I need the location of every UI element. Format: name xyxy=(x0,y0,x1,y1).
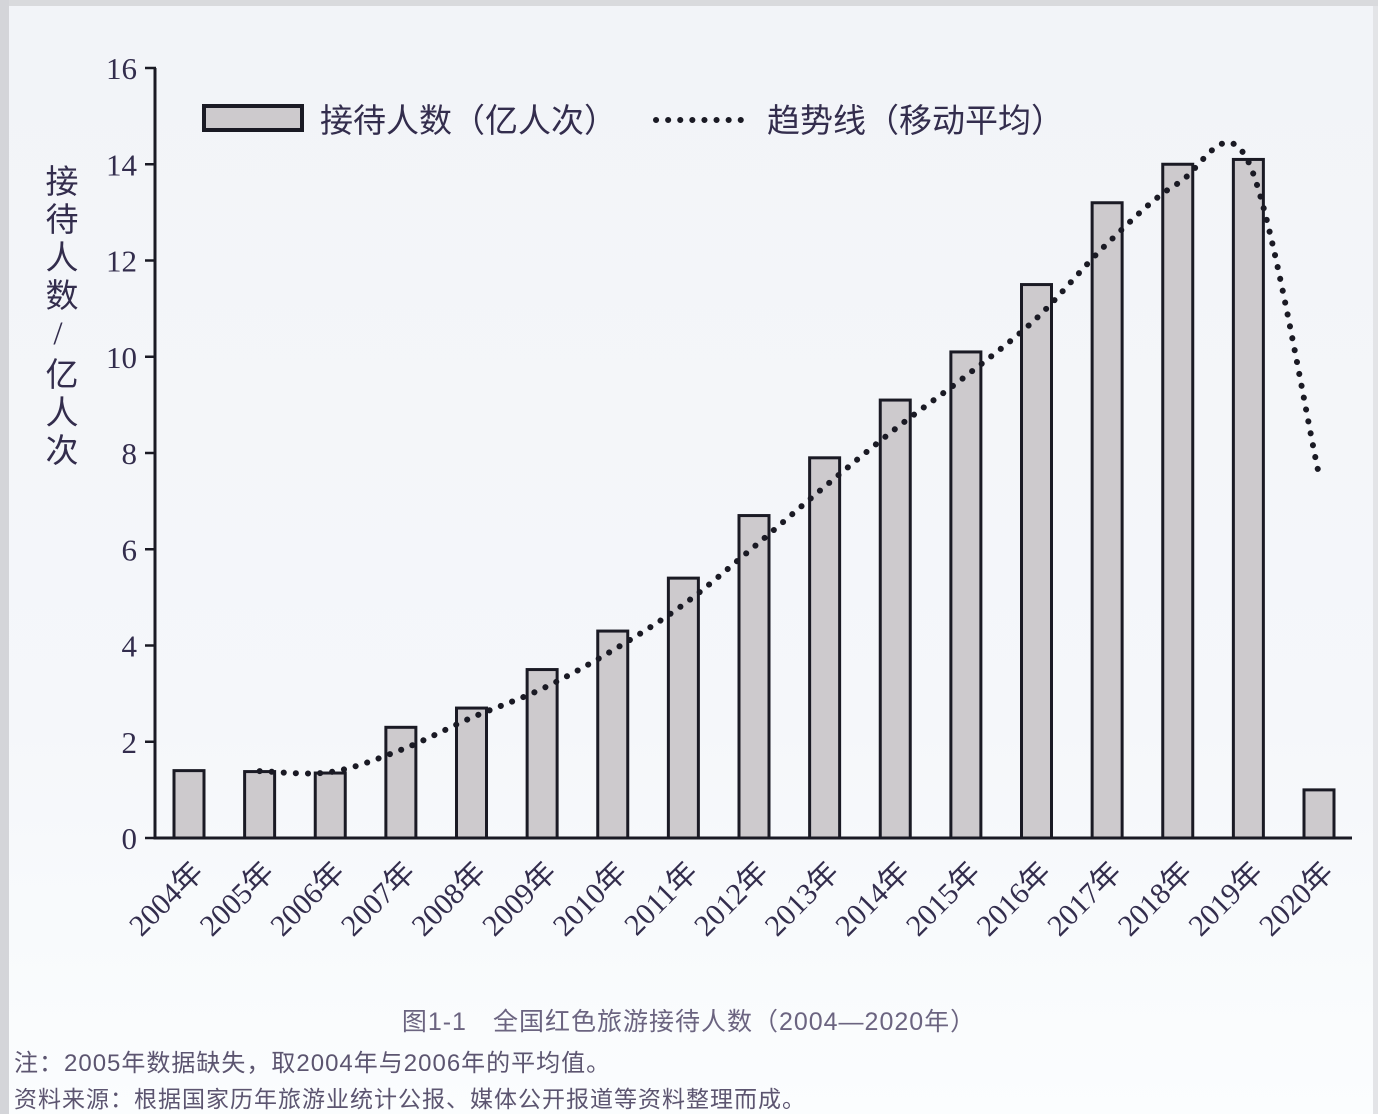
bar-2016年 xyxy=(1020,283,1053,840)
legend: 接待人数（亿人次） 趋势线（移动平均） xyxy=(202,94,1064,142)
y-tick-label-2: 2 xyxy=(122,725,138,760)
y-tick-label-16: 16 xyxy=(106,51,137,86)
bar-2019年 xyxy=(1231,157,1265,840)
x-label-2010年: 2010年 xyxy=(547,856,634,943)
y-tick-label-10: 10 xyxy=(106,340,137,375)
legend-bar-swatch xyxy=(202,104,304,132)
x-label-2016年: 2016年 xyxy=(970,856,1057,943)
bar-2009年 xyxy=(525,668,559,840)
y-tick-label-14: 14 xyxy=(106,147,138,182)
bar-2006年 xyxy=(313,771,347,840)
x-label-2020年: 2020年 xyxy=(1253,856,1340,943)
legend-trend-label: 趋势线（移动平均） xyxy=(767,104,1064,140)
x-label-2005年: 2005年 xyxy=(194,856,281,943)
x-label-2018年: 2018年 xyxy=(1112,856,1199,943)
trend-line xyxy=(256,139,1322,777)
x-label-2015年: 2015年 xyxy=(900,856,987,943)
x-label-2012年: 2012年 xyxy=(688,856,775,943)
bar-2005年 xyxy=(243,770,277,840)
bar-2018年 xyxy=(1161,162,1195,840)
bar-2014年 xyxy=(878,398,912,840)
bar-2010年 xyxy=(596,629,630,840)
legend-trend-swatch xyxy=(653,117,752,123)
x-label-2004年: 2004年 xyxy=(123,856,210,943)
x-label-2007年: 2007年 xyxy=(335,856,422,943)
x-label-2014年: 2014年 xyxy=(829,856,916,943)
y-tick-label-12: 12 xyxy=(106,244,137,279)
y-axis-title: 接待人数/亿人次 xyxy=(40,164,76,471)
bar-2017年 xyxy=(1090,201,1124,840)
y-tick-label-6: 6 xyxy=(122,532,138,567)
chart-canvas: 02468101214162004年2005年2006年2007年2008年20… xyxy=(106,51,1352,943)
x-label-2008年: 2008年 xyxy=(405,856,492,943)
figure-source: 资料来源：根据国家历年旅游业统计公报、媒体公开报道等资料整理而成。 xyxy=(14,1086,806,1112)
bar-2011年 xyxy=(666,576,700,840)
x-label-2006年: 2006年 xyxy=(264,856,351,943)
y-tick-label-4: 4 xyxy=(122,629,138,664)
bar-2004年 xyxy=(172,769,206,840)
bar-2015年 xyxy=(949,350,983,840)
x-label-2019年: 2019年 xyxy=(1182,856,1269,943)
x-label-2017年: 2017年 xyxy=(1041,856,1128,943)
x-label-2013年: 2013年 xyxy=(759,856,846,943)
x-label-2011年: 2011年 xyxy=(618,856,704,942)
bar-2020年 xyxy=(1302,788,1336,840)
figure-note: 注：2005年数据缺失，取2004年与2006年的平均值。 xyxy=(14,1050,612,1077)
x-label-2009年: 2009年 xyxy=(476,856,563,943)
figure-caption: 图1-1 全国红色旅游接待人数（2004—2020年） xyxy=(401,1008,977,1036)
bar-2013年 xyxy=(808,456,842,840)
bar-2012年 xyxy=(737,514,771,840)
y-tick-label-0: 0 xyxy=(122,821,138,856)
y-tick-label-8: 8 xyxy=(122,436,138,471)
legend-bars-label: 接待人数（亿人次） xyxy=(320,104,617,140)
bar-2008年 xyxy=(455,706,488,840)
